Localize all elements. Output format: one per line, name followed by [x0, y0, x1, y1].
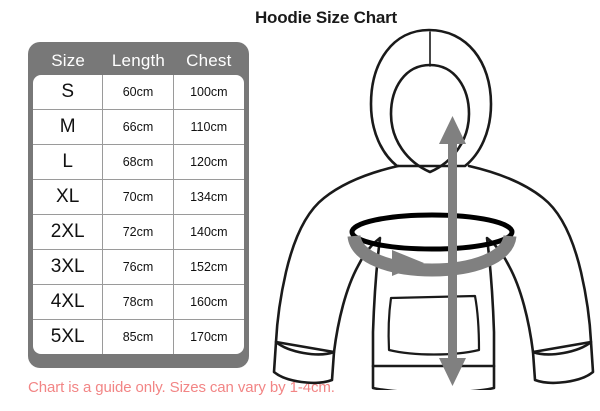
table-row: M 66cm 110cm [33, 110, 244, 145]
length-measure-arrow [439, 116, 466, 386]
cell-length: 60cm [103, 75, 174, 110]
cell-size: S [33, 75, 104, 110]
cell-chest: 170cm [173, 320, 244, 354]
cell-length: 72cm [103, 215, 174, 250]
cell-size: XL [33, 180, 104, 215]
left-cuff [272, 340, 336, 385]
table-row: 3XL 76cm 152cm [33, 250, 244, 285]
cell-chest: 152cm [173, 250, 244, 285]
cell-chest: 120cm [173, 145, 244, 180]
cell-chest: 140cm [173, 215, 244, 250]
right-cuff [531, 340, 595, 385]
table-row: XL 70cm 134cm [33, 180, 244, 215]
chest-arrow-head [392, 250, 424, 276]
cell-size: 5XL [33, 320, 104, 354]
table-row: S 60cm 100cm [33, 75, 244, 110]
waistband [371, 364, 496, 390]
cell-length: 68cm [103, 145, 174, 180]
table-row: L 68cm 120cm [33, 145, 244, 180]
cell-chest: 110cm [173, 110, 244, 145]
size-chart-panel: Size Length Chest S 60cm 100cm M 66cm 110cm L 6… [28, 42, 249, 368]
cell-size: M [33, 110, 104, 145]
table-row: 5XL 85cm 170cm [33, 320, 244, 354]
cell-chest: 160cm [173, 285, 244, 320]
footer-disclaimer: Chart is a guide only. Sizes can vary by… [28, 379, 335, 396]
cell-size: 3XL [33, 250, 104, 285]
table-row: 2XL 72cm 140cm [33, 215, 244, 250]
hood-opening [389, 63, 471, 174]
table-row: 4XL 78cm 160cm [33, 285, 244, 320]
cell-chest: 134cm [173, 180, 244, 215]
chest-measure-ring [349, 212, 515, 252]
page-title: Hoodie Size Chart [254, 8, 398, 27]
garment-body [274, 164, 593, 368]
size-chart-table: Size Length Chest S 60cm 100cm M 66cm 110cm L 6… [33, 46, 244, 354]
column-header-size: Size [51, 50, 86, 70]
chest-arrow-curve [347, 234, 517, 277]
cell-size: L [33, 145, 104, 180]
length-arrow-head-up [439, 116, 466, 144]
cell-length: 66cm [103, 110, 174, 145]
cell-length: 85cm [103, 320, 174, 354]
cell-size: 2XL [33, 215, 104, 250]
hood-outline [369, 28, 493, 168]
cell-length: 76cm [103, 250, 174, 285]
kangaroo-pocket [387, 294, 481, 356]
cell-length: 78cm [103, 285, 174, 320]
cell-length: 70cm [103, 180, 174, 215]
column-header-length: Length [111, 50, 166, 70]
cell-size: 4XL [33, 285, 104, 320]
column-header-chest: Chest [186, 50, 232, 70]
table-header-row: Size Length Chest [33, 46, 244, 75]
cell-chest: 100cm [173, 75, 244, 110]
length-arrow-head-down [439, 358, 466, 386]
hoodie-illustration: Chest Length [272, 20, 600, 390]
